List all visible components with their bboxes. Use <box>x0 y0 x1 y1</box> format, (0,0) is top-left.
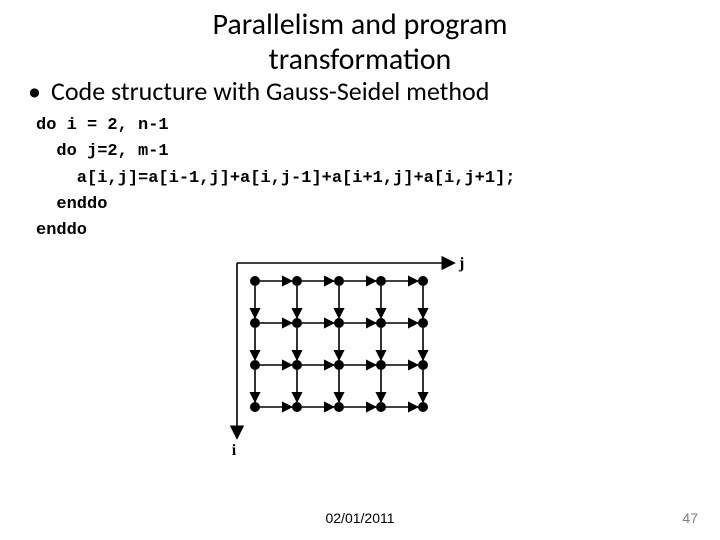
dependency-diagram: ji <box>0 251 720 481</box>
dependency-grid-svg: ji <box>215 251 505 481</box>
bullet-dot: • <box>28 75 41 107</box>
footer-date: 02/01/2011 <box>0 510 720 526</box>
bullet-item: • Code structure with Gauss-Seidel metho… <box>0 75 720 107</box>
slide-title: Parallelism and program transformation <box>0 0 720 77</box>
svg-text:i: i <box>232 442 237 459</box>
svg-text:j: j <box>458 255 464 272</box>
title-line-2: transformation <box>269 41 452 78</box>
title-line-1: Parallelism and program <box>213 6 508 43</box>
code-block: do i = 2, n-1 do j=2, m-1 a[i,j]=a[i-1,j… <box>0 113 720 245</box>
bullet-text: Code structure with Gauss-Seidel method <box>51 75 489 107</box>
slide-number: 47 <box>682 510 698 526</box>
